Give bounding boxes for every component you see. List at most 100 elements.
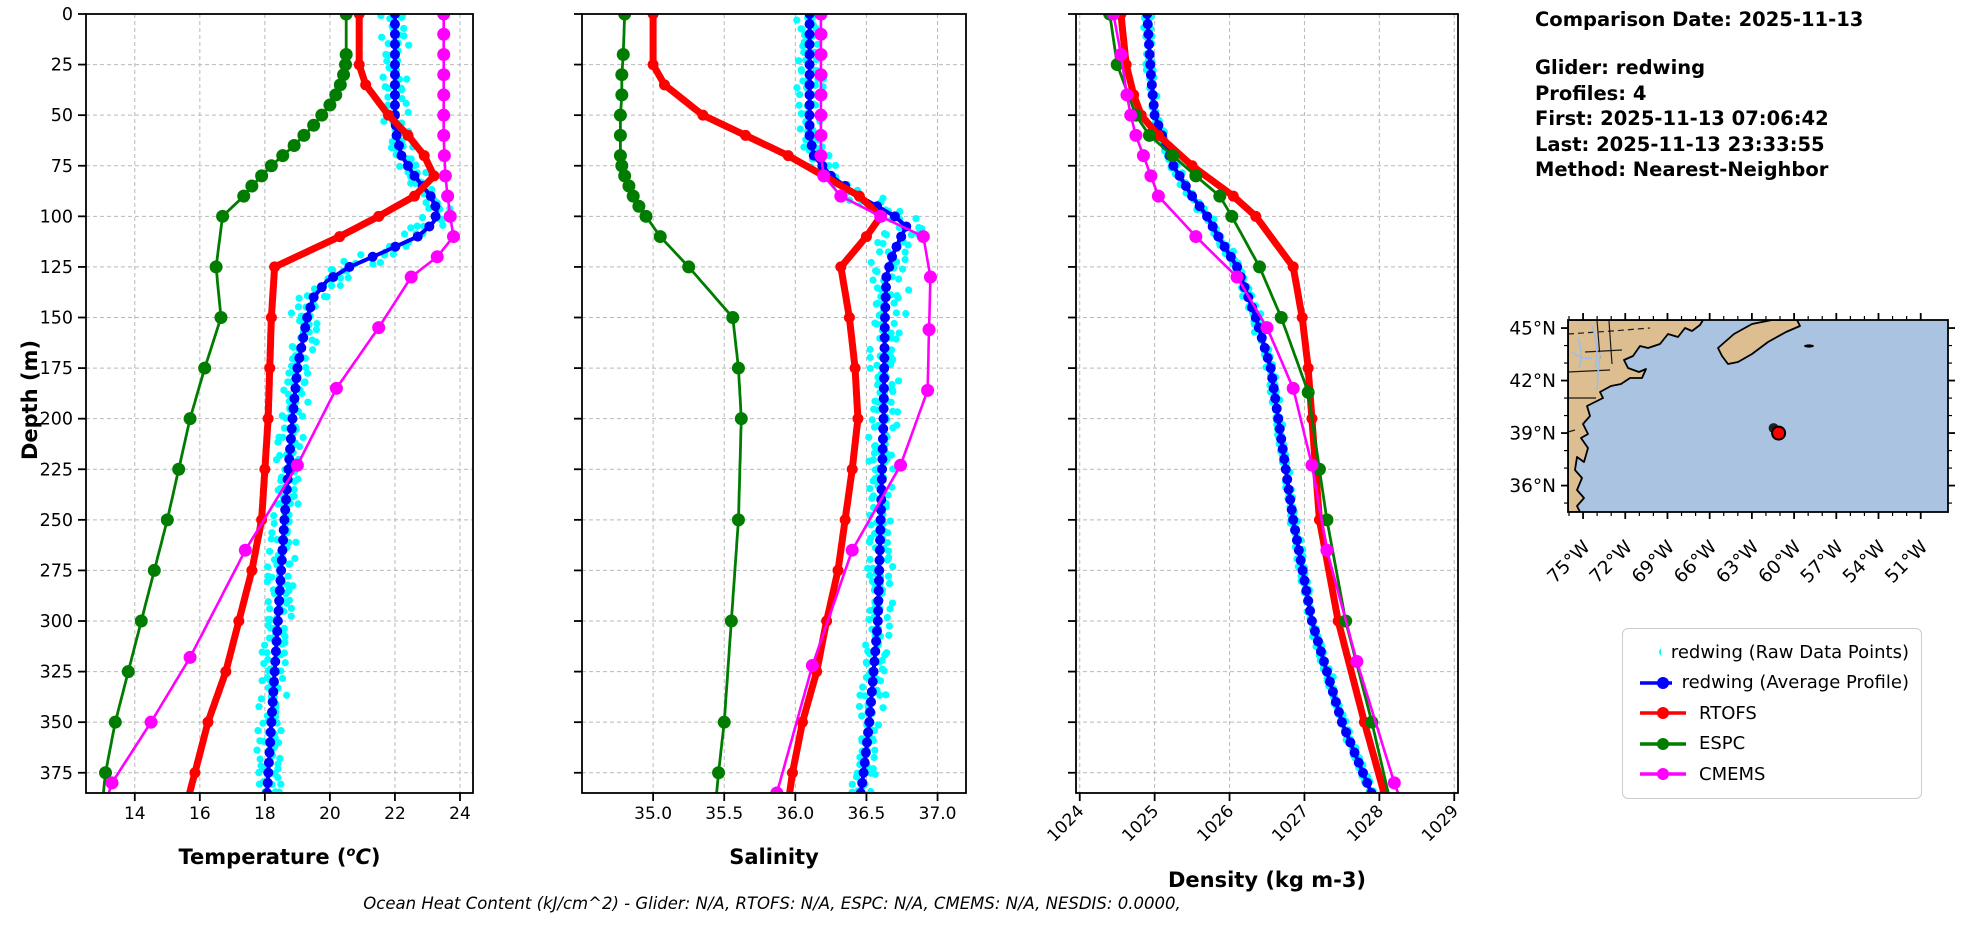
x-tick-label: 24 <box>449 804 471 824</box>
map-glider-marker <box>1771 425 1787 441</box>
x-tick-label: 1025 <box>1118 801 1163 846</box>
series-cmems <box>1106 14 1401 793</box>
ocean-heat-content-footnote: Ocean Heat Content (kJ/cm^2) - Glider: N… <box>363 894 1181 913</box>
map-lon-label: 51°W <box>1881 537 1932 588</box>
legend-line-marker-icon <box>1640 707 1686 720</box>
x-tick-label: 1029 <box>1418 801 1463 846</box>
profiles-count-text: Profiles: 4 <box>1535 81 1647 105</box>
map-border-line <box>1584 349 1623 353</box>
x-tick-label: 16 <box>189 804 211 824</box>
temperature-profile: 14 16 18 20 22 24 0 25 50 75 100 125 150 175 200 225 250… <box>40 5 474 824</box>
legend-item-1: redwing (Average Profile) <box>1637 668 1909 699</box>
depth-tick-label: 175 <box>40 359 73 379</box>
depth-tick-label: 225 <box>40 460 73 480</box>
x-tick-label: 37.0 <box>919 804 957 824</box>
legend-line-marker-icon <box>1640 768 1686 781</box>
temperature-label-suffix: ) <box>370 845 381 869</box>
map-lat-label: 39°N <box>1509 424 1556 445</box>
x-tick-label: 1028 <box>1343 801 1388 846</box>
x-tick-label: 20 <box>319 804 341 824</box>
density-axis-label: Density (kg m-3) <box>1167 868 1367 892</box>
raw-data-points <box>1140 14 1377 793</box>
map-lat-label: 45°N <box>1509 319 1556 340</box>
depth-tick-label: 325 <box>40 663 73 683</box>
x-tick-label: 36.5 <box>848 804 886 824</box>
map-land-novascotia <box>1717 320 1801 365</box>
method-text: Method: Nearest-Neighbor <box>1535 158 1829 181</box>
legend-label: RTOFS <box>1699 702 1757 724</box>
legend-item-4: CMEMS <box>1637 759 1909 790</box>
legend-label: CMEMS <box>1699 763 1766 785</box>
series-cmems <box>105 14 460 793</box>
map-river <box>1577 337 1583 369</box>
x-tick-label: 1026 <box>1193 801 1238 846</box>
map-lon-label: 72°W <box>1586 537 1637 588</box>
map-lon-label: 69°W <box>1628 537 1679 588</box>
depth-tick-label: 275 <box>40 561 73 581</box>
depth-tick-label: 200 <box>40 410 73 430</box>
map-lon-label: 60°W <box>1755 537 1806 588</box>
x-tick-label: 18 <box>254 804 276 824</box>
legend-item-0: redwing (Raw Data Points) <box>1637 637 1909 668</box>
depth-axis-label: Depth (m) <box>18 339 42 461</box>
comparison-date-text: Comparison Date: 2025-11-13 <box>1535 8 1864 31</box>
map-border-line <box>1568 369 1611 373</box>
map-border-line <box>1608 320 1613 365</box>
map-lon-label: 66°W <box>1670 537 1721 588</box>
depth-tick-label: 75 <box>51 157 73 177</box>
series-espc <box>613 14 748 793</box>
depth-tick-label: 50 <box>51 106 73 126</box>
glider-name-text: Glider: redwing <box>1535 56 1706 79</box>
series-espc <box>99 14 353 793</box>
depth-tick-label: 25 <box>51 56 73 76</box>
legend-item-3: ESPC <box>1637 729 1909 760</box>
series-avg <box>262 14 441 793</box>
series-cmems <box>770 14 937 793</box>
first-profile-text: First: 2025-11-13 07:06:42 <box>1535 107 1829 130</box>
density-profile: 1024 1025 1026 1027 1028 1029 <box>1044 13 1463 846</box>
series-avg <box>1142 14 1377 793</box>
map-river <box>1571 351 1593 360</box>
series-rtofs <box>185 14 440 793</box>
depth-tick-label: 0 <box>62 5 73 25</box>
x-tick-label: 35.0 <box>634 804 672 824</box>
depth-tick-label: 100 <box>40 207 73 227</box>
map-inset: 45°N 42°N 39°N 36°N 75°W72°W69°W66°W63°W60°W… <box>1509 313 1955 588</box>
series-rtofs <box>1115 14 1388 793</box>
legend-label: redwing (Raw Data Points) <box>1670 641 1909 663</box>
depth-tick-label: 150 <box>40 309 73 329</box>
legend-box: redwing (Raw Data Points) redwing (Averag… <box>1622 628 1922 799</box>
map-lon-label: 54°W <box>1839 537 1890 588</box>
legend-line-marker-icon <box>1640 676 1672 689</box>
last-profile-text: Last: 2025-11-13 23:33:55 <box>1535 132 1825 156</box>
legend-label: redwing (Average Profile) <box>1681 672 1909 694</box>
map-river <box>1596 351 1601 391</box>
temperature-label-sup: o <box>346 845 356 860</box>
x-tick-label: 1027 <box>1268 801 1313 846</box>
x-tick-label: 14 <box>124 804 146 824</box>
plot-frame <box>85 13 474 794</box>
salinity-profile: 35.0 35.5 36.0 36.5 37.0 <box>574 13 967 824</box>
plot-frame <box>1075 13 1459 794</box>
series-rtofs <box>647 14 887 793</box>
temperature-label-unit: C <box>355 845 371 869</box>
glider-info-block: Glider: redwing Profiles: 4 First: 2025-… <box>1535 55 1829 183</box>
plot-frame <box>581 13 967 794</box>
legend-line-marker-icon <box>1640 737 1686 750</box>
map-sable-island <box>1804 344 1814 348</box>
map-lon-label: 63°W <box>1712 537 1763 588</box>
legend-item-2: RTOFS <box>1637 698 1909 729</box>
map-lat-label: 42°N <box>1509 371 1556 392</box>
map-lon-label: 75°W <box>1544 537 1595 588</box>
x-tick-label: 36.0 <box>776 804 814 824</box>
map-lon-label: 57°W <box>1797 537 1848 588</box>
legend-label: ESPC <box>1699 733 1746 755</box>
legend-scatter-marker-icon <box>1659 648 1661 656</box>
temperature-label-prefix: Temperature ( <box>178 845 347 869</box>
depth-tick-label: 375 <box>40 764 73 784</box>
map-border-line <box>1568 429 1576 433</box>
salinity-axis-label: Salinity <box>729 845 819 869</box>
map-river <box>1591 325 1598 369</box>
raw-data-points <box>253 14 454 793</box>
